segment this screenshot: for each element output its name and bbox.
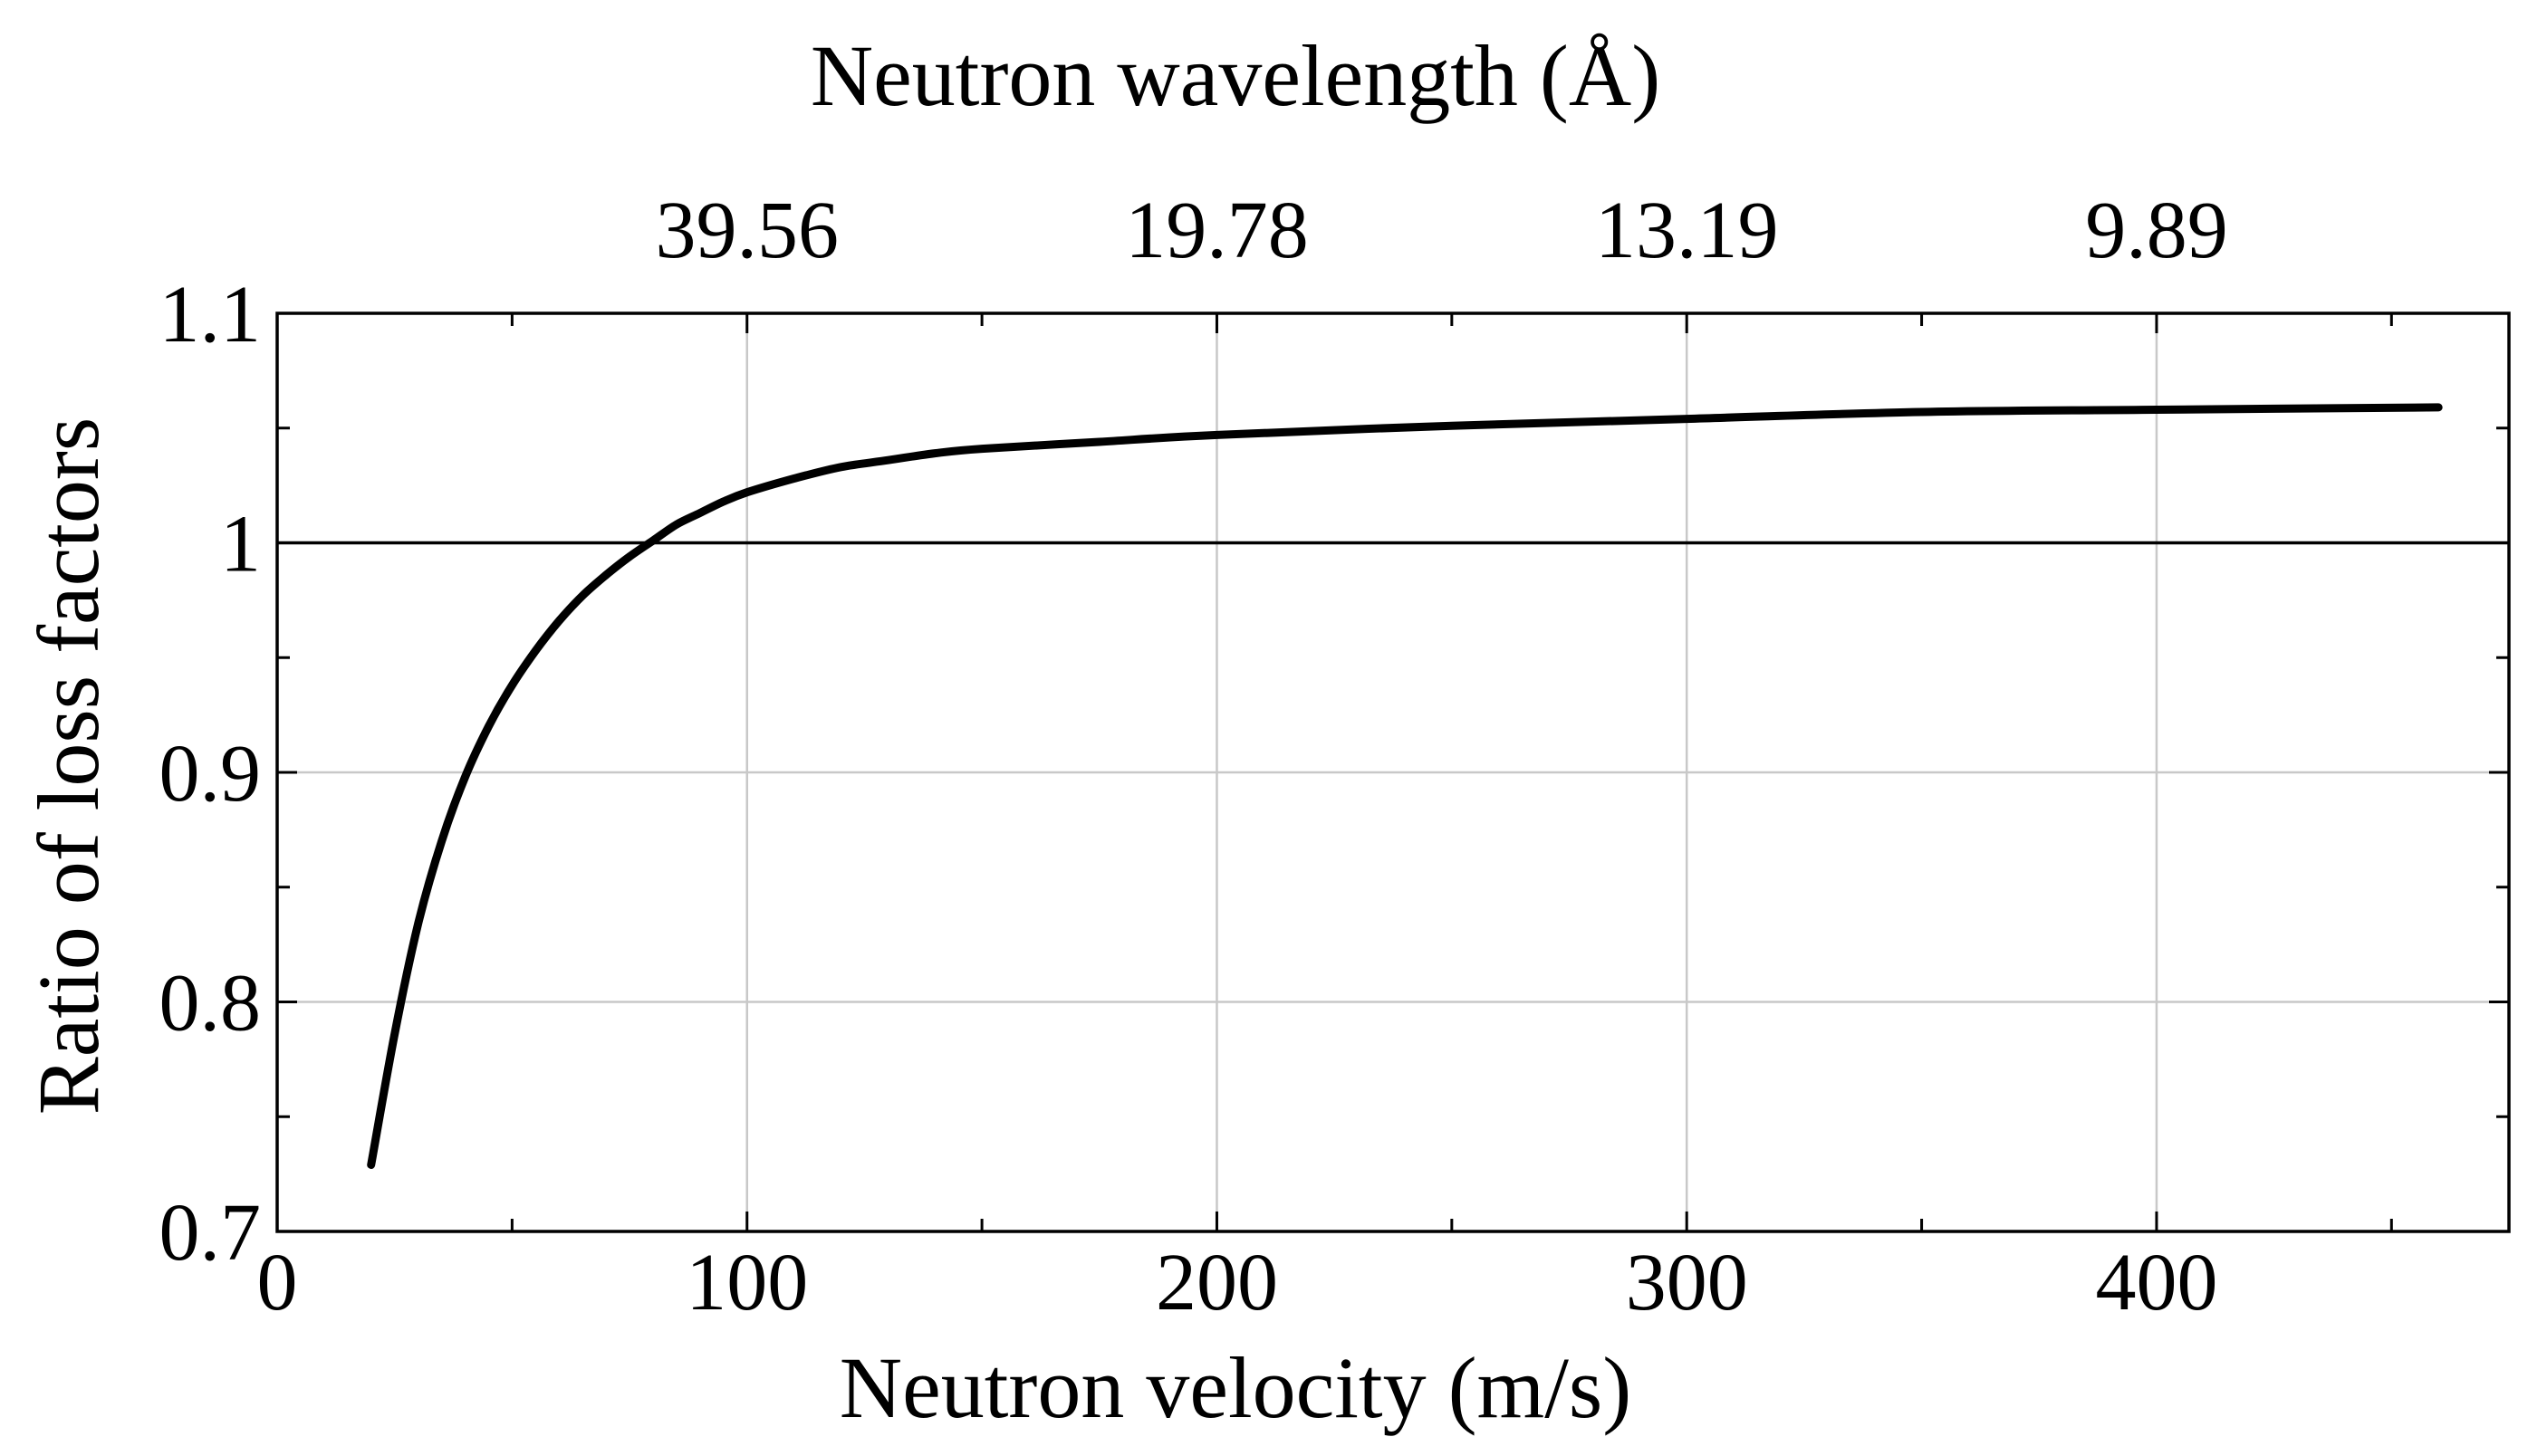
top-tick-label-2: 13.19 — [1595, 186, 1779, 275]
y-tick-label-0: 0.7 — [159, 1188, 262, 1278]
x-tick-label-4: 400 — [2095, 1238, 2217, 1327]
x-tick-label-0: 0 — [257, 1238, 298, 1327]
y-tick-labels: 0.7 0.8 0.9 1 1.1 — [159, 270, 262, 1278]
series-line-ratio — [367, 403, 2443, 1169]
y-axis-title: Ratio of loss factors — [20, 417, 117, 1116]
top-tick-labels: 39.56 19.78 13.19 9.89 — [655, 186, 2227, 275]
top-tick-label-3: 9.89 — [2085, 186, 2228, 275]
y-tick-label-4: 1.1 — [159, 270, 262, 359]
y-tick-label-3: 1 — [220, 500, 261, 589]
y-tick-label-1: 0.8 — [159, 959, 262, 1049]
grid — [277, 313, 2509, 1231]
x-axis-title: Neutron velocity (m/s) — [840, 1339, 1631, 1436]
top-axis-title: Neutron wavelength (Å) — [811, 27, 1660, 124]
x-tick-label-3: 300 — [1626, 1238, 1748, 1327]
x-tick-label-2: 200 — [1156, 1238, 1278, 1327]
y-tick-label-2: 0.9 — [159, 729, 262, 819]
top-tick-label-1: 19.78 — [1125, 186, 1309, 275]
ticks — [275, 311, 2509, 1233]
x-tick-label-1: 100 — [686, 1238, 808, 1327]
x-tick-labels: 0 100 200 300 400 — [257, 1238, 2218, 1327]
top-tick-label-0: 39.56 — [655, 186, 839, 275]
